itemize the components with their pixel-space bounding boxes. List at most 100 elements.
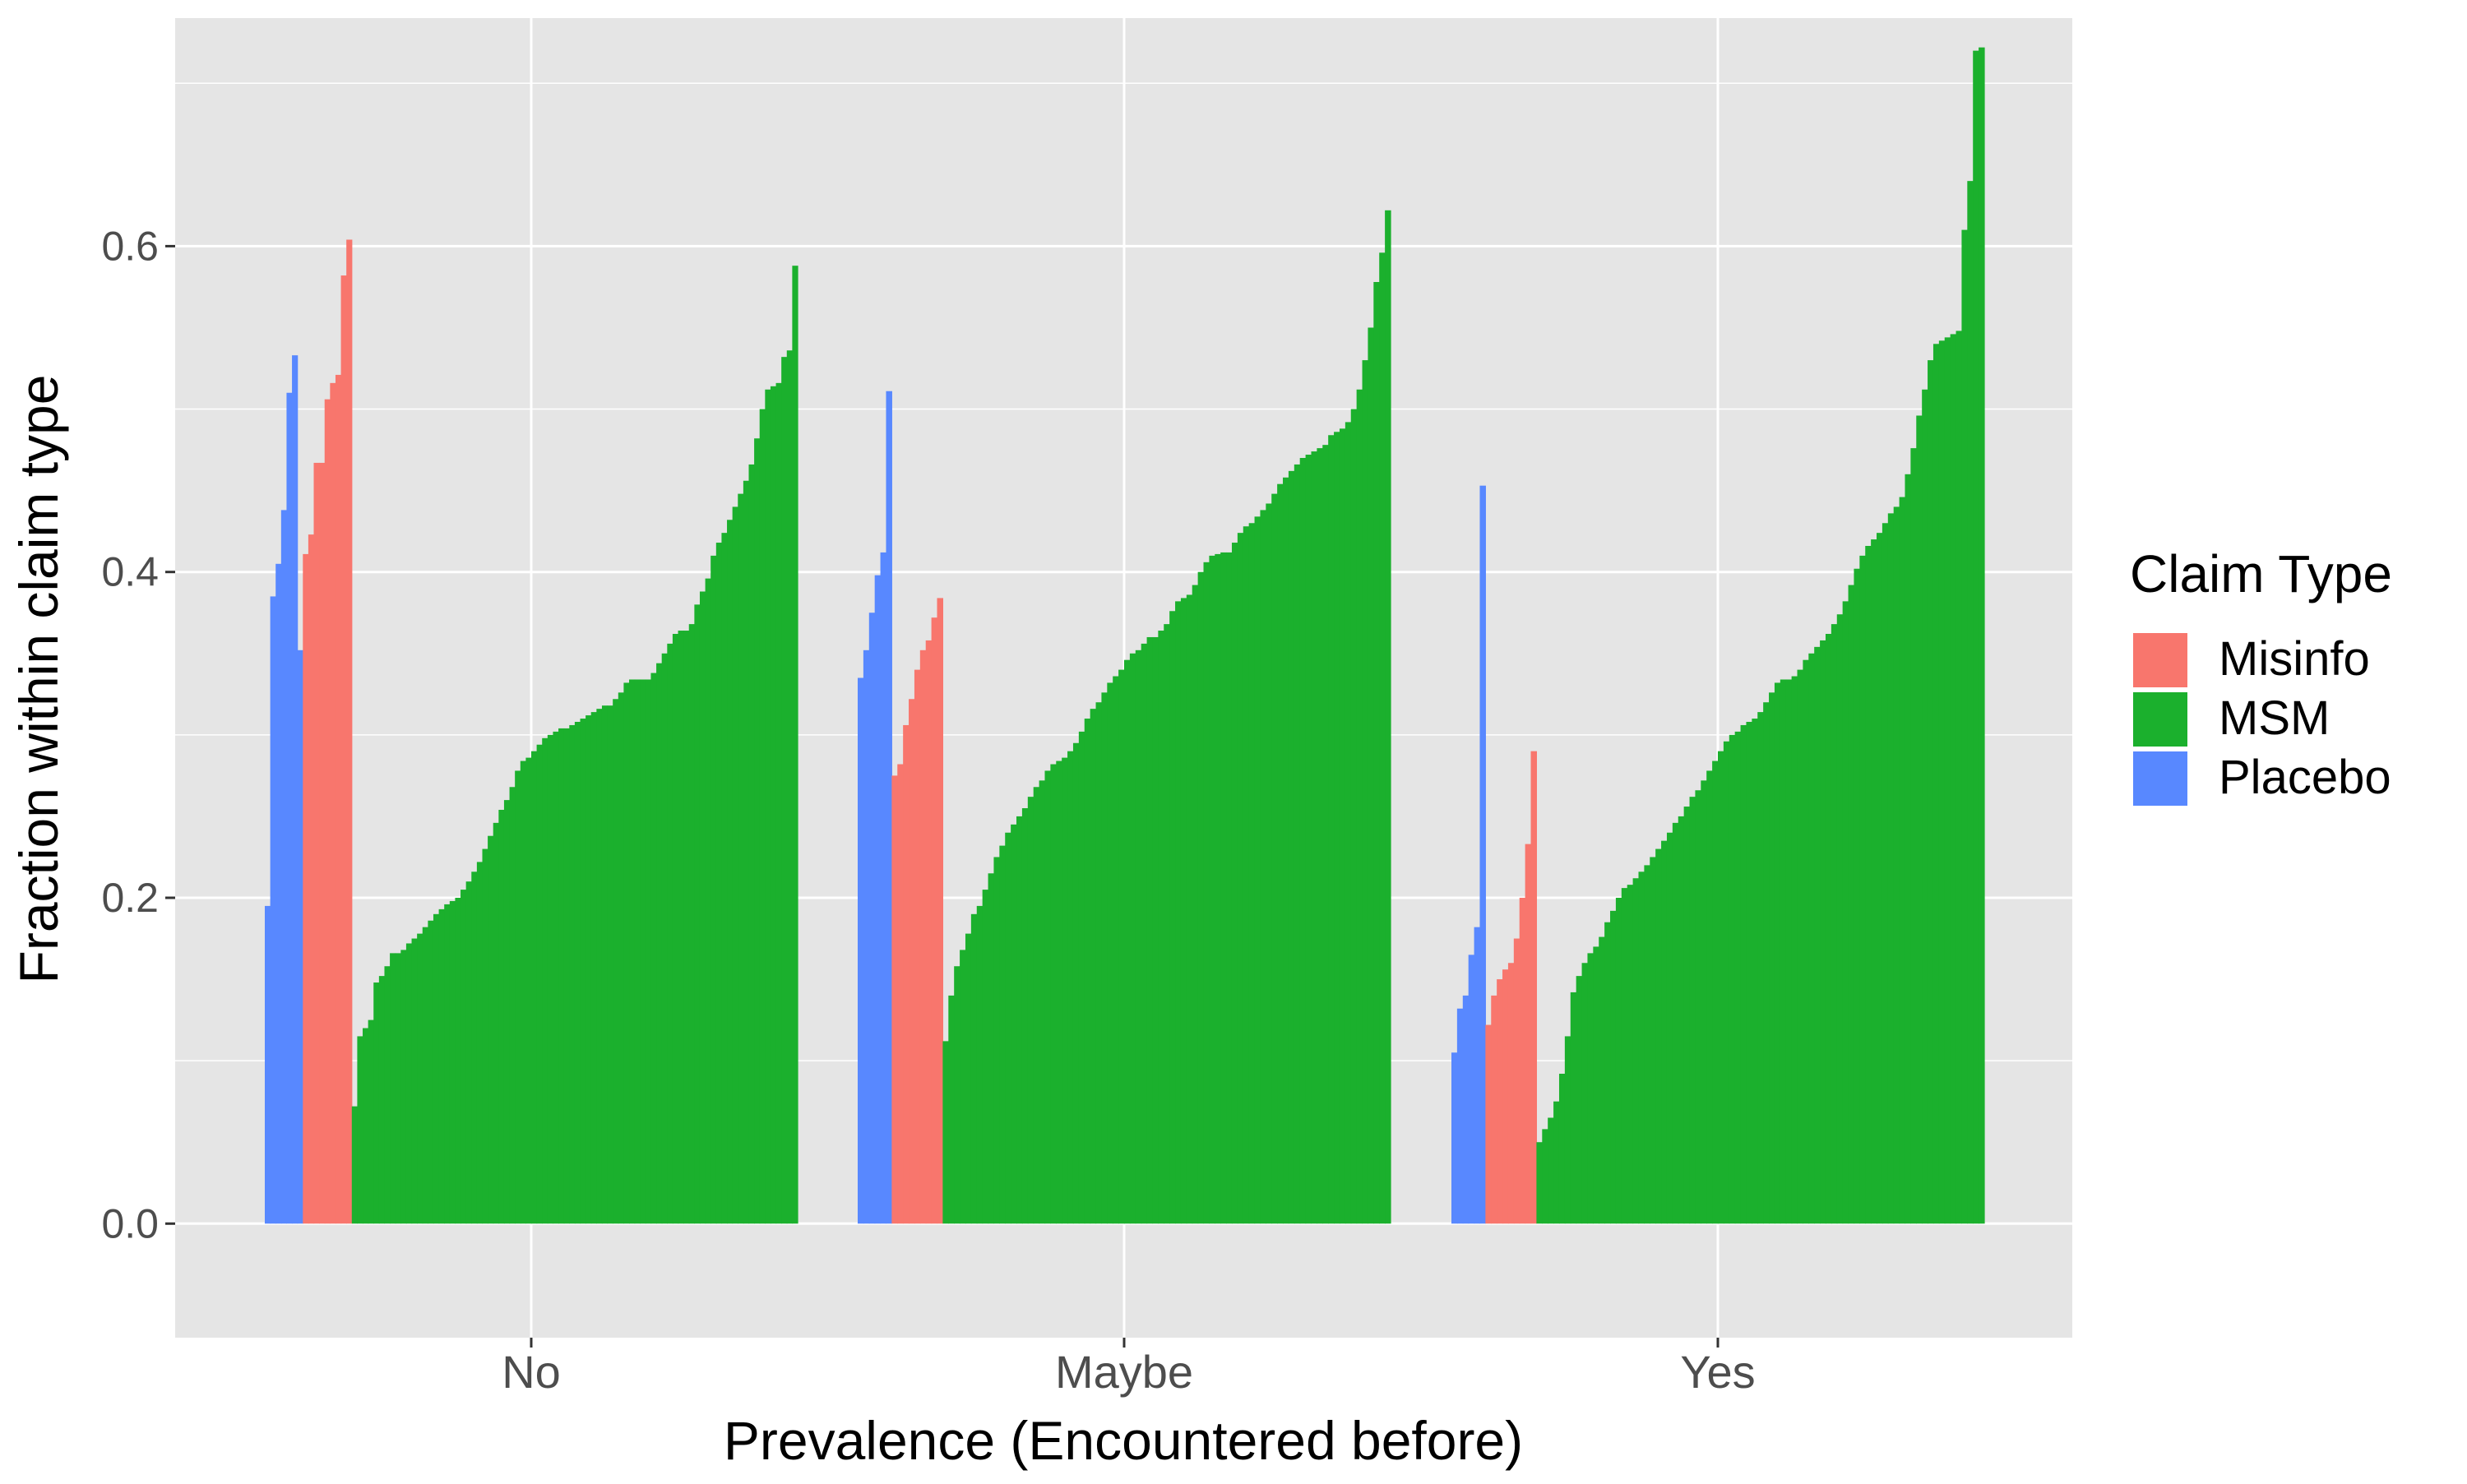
bar-msm-yes <box>1672 822 1679 1224</box>
bar-msm-maybe <box>942 1041 949 1224</box>
bar-msm-maybe <box>948 995 955 1224</box>
bar-msm-no <box>607 705 613 1224</box>
bar-msm-maybe <box>1266 503 1272 1224</box>
y-tick-label: 0.2 <box>101 875 159 921</box>
bar-msm-no <box>536 744 543 1224</box>
bar-misinfo-maybe <box>909 699 915 1224</box>
legend-label-placebo: Placebo <box>2219 751 2391 804</box>
bar-msm-no <box>650 673 657 1224</box>
bar-msm-no <box>378 976 386 1224</box>
bar-msm-yes <box>1701 780 1707 1224</box>
bar-msm-yes <box>1780 679 1787 1224</box>
bar-msm-maybe <box>1299 458 1307 1224</box>
legend-swatch-msm <box>2133 692 2187 747</box>
bar-msm-yes <box>1859 555 1866 1224</box>
bar-msm-no <box>368 1019 374 1224</box>
bar-msm-no <box>596 709 603 1224</box>
bar-msm-yes <box>1814 646 1821 1224</box>
bar-msm-yes <box>1610 910 1617 1224</box>
bar-msm-maybe <box>1192 585 1199 1224</box>
bar-msm-no <box>461 890 467 1224</box>
bar-placebo-maybe <box>880 552 887 1224</box>
bar-msm-yes <box>1808 653 1815 1224</box>
bar-msm-yes <box>1734 731 1742 1224</box>
bar-msm-no <box>738 493 744 1224</box>
bar-msm-maybe <box>1237 533 1244 1224</box>
bar-msm-no <box>775 382 782 1224</box>
bar-msm-yes <box>1570 992 1577 1224</box>
bar-msm-yes <box>1831 624 1838 1224</box>
bar-msm-no <box>629 679 636 1224</box>
bar-msm-maybe <box>1288 470 1295 1224</box>
bar-msm-no <box>601 705 609 1224</box>
bar-msm-no <box>618 692 625 1224</box>
bar-msm-no <box>417 933 424 1224</box>
bar-msm-maybe <box>1294 464 1301 1224</box>
bar-msm-maybe <box>1095 702 1103 1224</box>
bar-msm-no <box>770 386 777 1224</box>
bar-msm-maybe <box>1373 282 1380 1224</box>
bar-msm-maybe <box>1260 510 1266 1224</box>
bar-msm-no <box>754 438 761 1224</box>
bar-msm-no <box>574 722 581 1224</box>
bar-msm-maybe <box>1328 435 1335 1224</box>
bar-misinfo-no <box>319 462 326 1224</box>
bar-placebo-maybe <box>863 650 870 1224</box>
bar-msm-no <box>498 810 505 1224</box>
bar-msm-yes <box>1718 751 1724 1224</box>
bar-msm-no <box>586 715 592 1224</box>
bar-msm-no <box>509 787 516 1224</box>
bar-msm-no <box>580 719 586 1224</box>
bar-misinfo-no <box>346 239 353 1224</box>
x-tick-label: No <box>502 1346 561 1398</box>
bar-msm-maybe <box>1141 643 1148 1224</box>
bar-msm-yes <box>1558 1074 1566 1224</box>
bar-msm-yes <box>1581 963 1589 1224</box>
bar-misinfo-maybe <box>925 640 933 1224</box>
bar-msm-maybe <box>1129 653 1136 1224</box>
bar-msm-yes <box>1587 953 1594 1224</box>
bar-msm-maybe <box>1044 770 1051 1224</box>
bar-msm-maybe <box>1164 624 1170 1224</box>
y-axis-title: Fraction within claim type <box>8 375 69 984</box>
bar-msm-yes <box>1932 344 1940 1224</box>
bar-msm-maybe <box>965 933 972 1224</box>
bar-msm-no <box>683 631 690 1224</box>
bar-msm-maybe <box>1067 751 1074 1224</box>
bar-msm-yes <box>1797 669 1803 1224</box>
bar-msm-maybe <box>1350 409 1358 1224</box>
bar-msm-no <box>465 881 472 1224</box>
bar-placebo-yes <box>1462 995 1470 1224</box>
bar-msm-maybe <box>1379 252 1386 1224</box>
bar-msm-maybe <box>1175 601 1182 1224</box>
bar-msm-no <box>482 848 488 1224</box>
bar-msm-no <box>363 1028 369 1224</box>
bar-placebo-no <box>292 355 299 1224</box>
bar-msm-yes <box>1723 741 1730 1224</box>
bar-msm-no <box>715 543 723 1224</box>
bar-msm-maybe <box>1356 389 1363 1224</box>
bar-msm-yes <box>1542 1129 1548 1224</box>
bar-misinfo-yes <box>1530 751 1537 1224</box>
bar-msm-maybe <box>1011 824 1017 1224</box>
bar-msm-yes <box>1536 1142 1543 1224</box>
bar-misinfo-maybe <box>891 775 898 1224</box>
bar-msm-no <box>471 871 478 1224</box>
bar-msm-maybe <box>1317 448 1323 1224</box>
bar-msm-no <box>732 506 738 1224</box>
bar-placebo-maybe <box>858 677 864 1224</box>
x-axis-title: Prevalence (Encountered before) <box>724 1410 1523 1471</box>
bar-msm-yes <box>1774 682 1781 1224</box>
bar-misinfo-yes <box>1525 844 1532 1224</box>
bar-msm-yes <box>1961 229 1968 1224</box>
bar-msm-yes <box>1979 47 1985 1224</box>
bar-msm-no <box>525 757 532 1224</box>
bar-msm-maybe <box>1311 451 1317 1224</box>
bar-msm-no <box>743 480 750 1224</box>
bar-placebo-yes <box>1468 955 1475 1224</box>
bar-msm-maybe <box>1021 808 1029 1224</box>
bar-msm-maybe <box>976 905 984 1224</box>
bar-msm-maybe <box>1169 611 1176 1224</box>
